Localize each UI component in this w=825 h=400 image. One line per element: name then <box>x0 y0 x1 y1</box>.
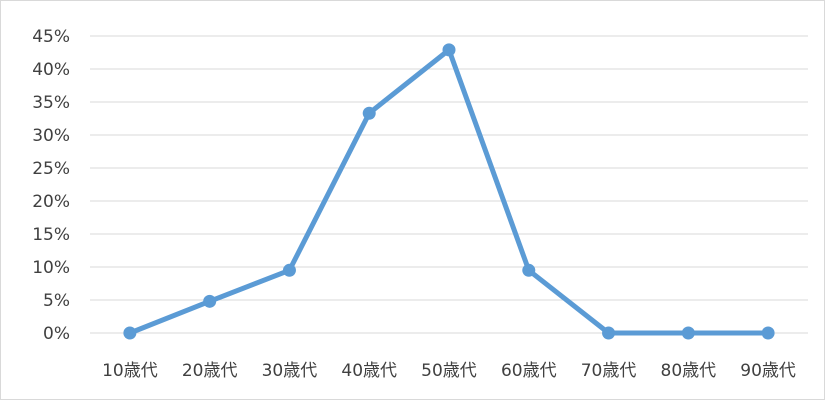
x-tick-label: 40歳代 <box>341 361 397 381</box>
y-tick-label: 25% <box>32 159 70 179</box>
x-tick-label: 60歳代 <box>501 361 557 381</box>
data-point <box>203 294 217 308</box>
series-line <box>127 47 771 336</box>
data-point <box>362 106 376 120</box>
y-tick-label: 35% <box>32 93 70 113</box>
y-tick-label: 10% <box>32 258 70 278</box>
data-point <box>522 263 536 277</box>
data-point <box>761 326 775 340</box>
x-tick-label: 30歳代 <box>262 361 318 381</box>
y-axis-ticks: 0% 5% 10% 15% 20% 25% 30% 35% 40% 45% <box>32 27 70 344</box>
data-point <box>282 263 296 277</box>
y-tick-label: 45% <box>32 27 70 47</box>
x-tick-label: 70歳代 <box>581 361 637 381</box>
y-tick-label: 40% <box>32 60 70 80</box>
y-tick-label: 20% <box>32 192 70 212</box>
x-tick-label: 80歳代 <box>661 361 717 381</box>
data-point <box>123 326 137 340</box>
y-tick-label: 15% <box>32 225 70 245</box>
y-tick-label: 0% <box>43 324 70 344</box>
data-point <box>442 43 456 57</box>
y-tick-label: 30% <box>32 126 70 146</box>
y-tick-label: 5% <box>43 291 70 311</box>
x-tick-label: 50歳代 <box>421 361 477 381</box>
data-point <box>681 326 695 340</box>
series-line-layer <box>127 47 771 336</box>
data-points <box>123 43 775 340</box>
x-tick-label: 20歳代 <box>182 361 238 381</box>
x-tick-label: 90歳代 <box>740 361 796 381</box>
x-axis-ticks: 10歳代 20歳代 30歳代 40歳代 50歳代 60歳代 70歳代 80歳代 90歳代 <box>102 361 796 381</box>
x-tick-label: 10歳代 <box>102 361 158 381</box>
data-point <box>602 326 616 340</box>
gridlines <box>90 35 808 334</box>
